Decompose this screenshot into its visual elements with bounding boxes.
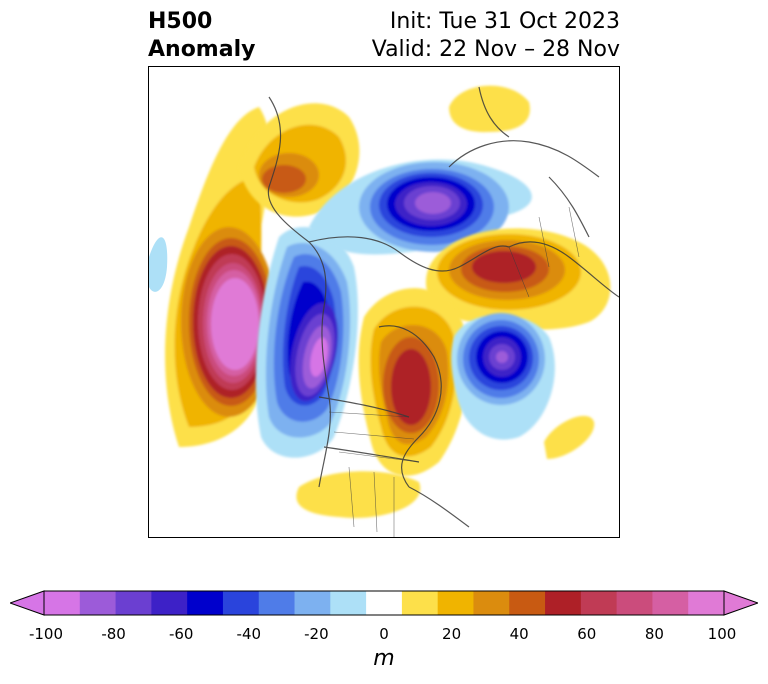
valid-range: Valid: 22 Nov – 28 Nov [371,37,620,62]
colorbar-tick-label: 60 [577,625,597,643]
date-info: Init: Tue 31 Oct 2023 Valid: 22 Nov – 28… [372,8,620,64]
colorbar-frame [43,590,725,616]
map-svg [149,85,619,537]
arctic-trough [309,159,532,255]
colorbar-cell [509,591,546,615]
colorbar-cell [580,591,618,615]
colorbar-cell [401,591,439,615]
north-ridge-patch [449,85,530,133]
colorbar-cell [545,591,582,615]
colorbar-tick-label: -80 [101,625,126,643]
init-date: Init: Tue 31 Oct 2023 [389,9,620,34]
colorbar-extend-max [723,590,758,616]
colorbar-cell [688,591,725,615]
colorbar-cell [473,591,510,615]
colorbar-tick-label: -20 [304,625,329,643]
western-na-trough [255,227,358,458]
title-line-1: H500 [148,9,213,34]
title-line-2: Anomaly [148,37,256,62]
colorbar-cell [115,591,152,615]
alaska-ridge [239,103,360,217]
colorbar-cell [437,591,474,615]
colorbar [10,590,758,616]
coastlines [267,86,619,528]
scandinavia-ridge [425,228,611,330]
eastern-na-ridge [358,288,468,476]
gulf-ridge-patch [296,471,421,518]
colorbar-tick-label: 0 [379,625,389,643]
colorbar-cell [44,591,81,615]
colorbar-cell [79,591,117,615]
colorbar-unit: m [373,646,395,671]
colorbar-cell [187,591,224,615]
colorbar-cell [151,591,188,615]
west-pacific-weak-low [149,237,168,292]
anomaly-map [148,66,620,538]
colorbar-cell [330,591,367,615]
colorbar-cell [616,591,653,615]
colorbar-extend-min [10,590,45,616]
subtropical-ridge-patch [544,415,595,459]
colorbar-tick-label: 20 [442,625,462,643]
colorbar-cell [222,591,260,615]
colorbar-tick-label: -40 [236,625,262,643]
colorbar-tick-label: -100 [28,625,64,643]
country-borders [328,206,580,537]
map-title: H500 Anomaly [148,8,255,64]
colorbar-tick-label: -60 [168,625,194,643]
colorbar-tick-label: 40 [509,625,529,643]
colorbar-tick-label: 100 [707,625,737,643]
colorbar-cell [652,591,689,615]
colorbar-cell [258,591,296,615]
colorbar-cell [366,591,403,615]
east-pacific-ridge [165,107,277,447]
north-atlantic-trough [451,313,555,440]
colorbar-cell [294,591,331,615]
colorbar-tick-label: 80 [644,625,664,643]
